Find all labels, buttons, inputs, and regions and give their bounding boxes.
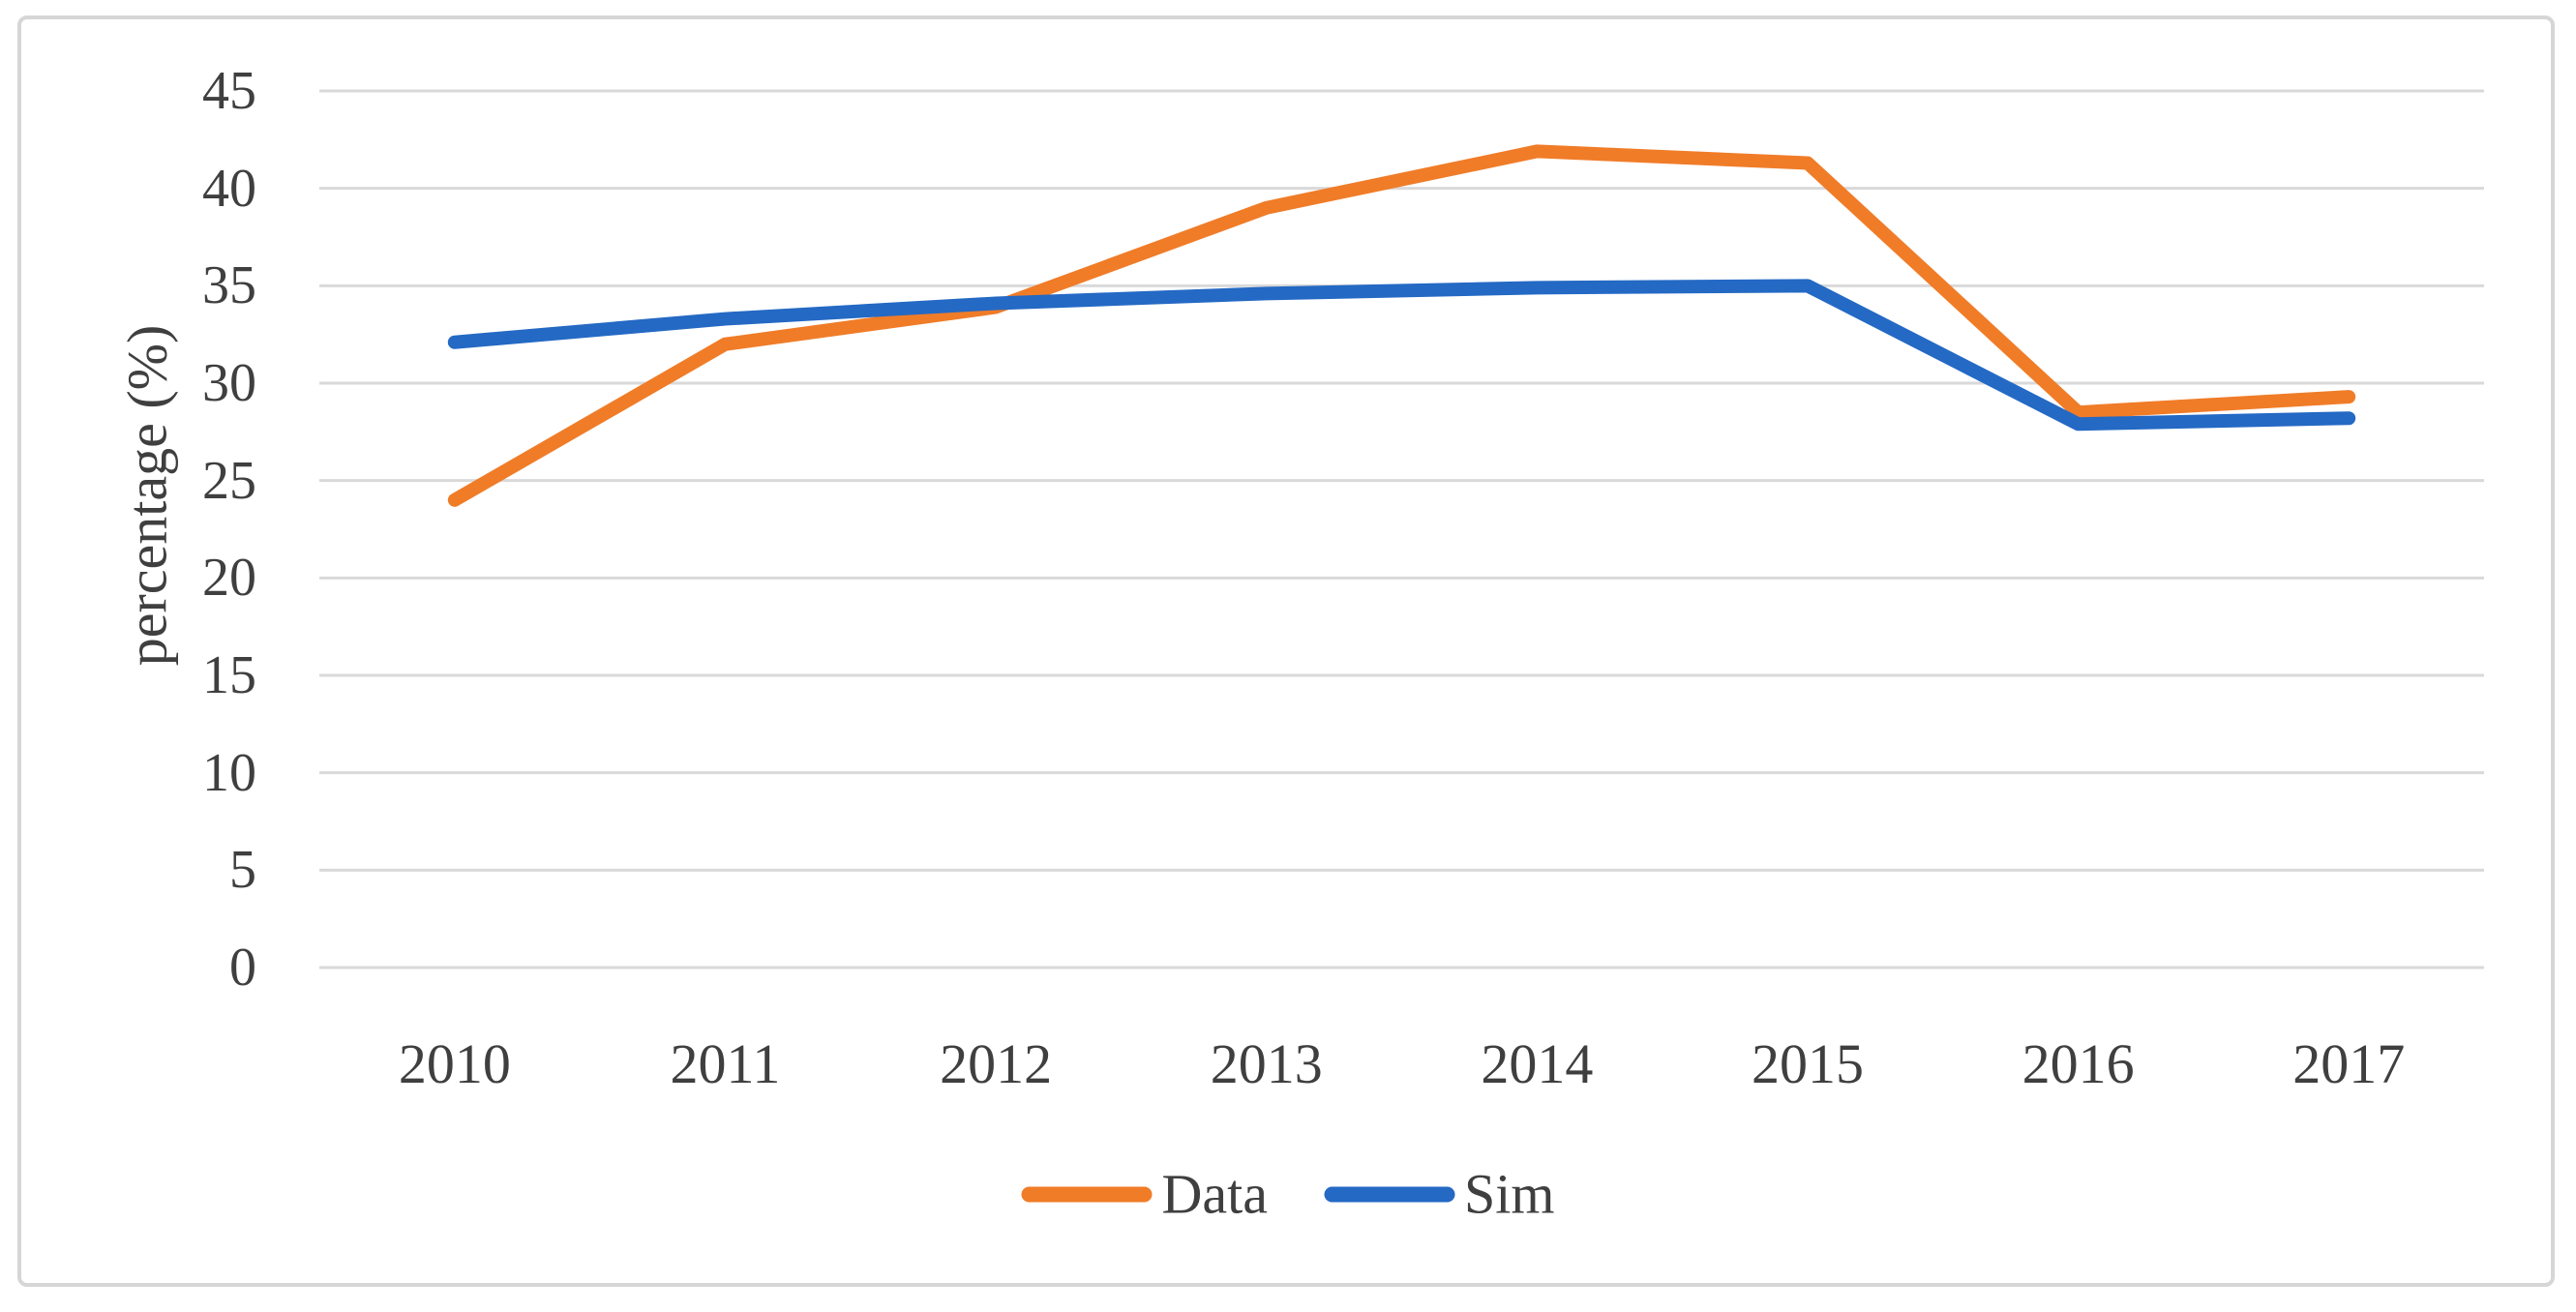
legend-swatch-sim bbox=[1324, 1186, 1454, 1202]
y-tick-label: 20 bbox=[202, 548, 256, 609]
chart-frame bbox=[17, 15, 2555, 1287]
legend-item-sim: Sim bbox=[1324, 1162, 1555, 1227]
y-tick-label: 35 bbox=[202, 255, 256, 316]
x-tick-label: 2011 bbox=[670, 1032, 781, 1095]
legend: Data Sim bbox=[1021, 1162, 1555, 1227]
x-tick-label: 2014 bbox=[1481, 1032, 1594, 1095]
y-tick-label: 30 bbox=[202, 353, 256, 413]
x-tick-label: 2016 bbox=[2022, 1032, 2135, 1095]
series-line-data bbox=[447, 144, 2356, 507]
y-tick-label: 15 bbox=[202, 645, 256, 705]
y-tick-label: 45 bbox=[202, 61, 256, 121]
legend-label: Data bbox=[1161, 1162, 1269, 1226]
y-tick-label: 0 bbox=[229, 938, 256, 998]
y-tick-label: 25 bbox=[202, 450, 256, 511]
legend-item-data: Data bbox=[1021, 1162, 1269, 1227]
legend-swatch-data bbox=[1021, 1186, 1153, 1202]
x-tick-label: 2015 bbox=[1751, 1032, 1864, 1095]
x-tick-label: 2017 bbox=[2292, 1032, 2406, 1095]
legend-label: Sim bbox=[1464, 1162, 1555, 1226]
x-tick-label: 2010 bbox=[398, 1032, 511, 1095]
y-tick-label: 10 bbox=[202, 742, 256, 803]
series-line-sim bbox=[447, 279, 2356, 432]
x-tick-label: 2013 bbox=[1210, 1032, 1323, 1095]
x-tick-label: 2012 bbox=[940, 1032, 1053, 1095]
y-tick-label: 40 bbox=[202, 158, 256, 219]
y-tick-label: 5 bbox=[229, 840, 256, 901]
